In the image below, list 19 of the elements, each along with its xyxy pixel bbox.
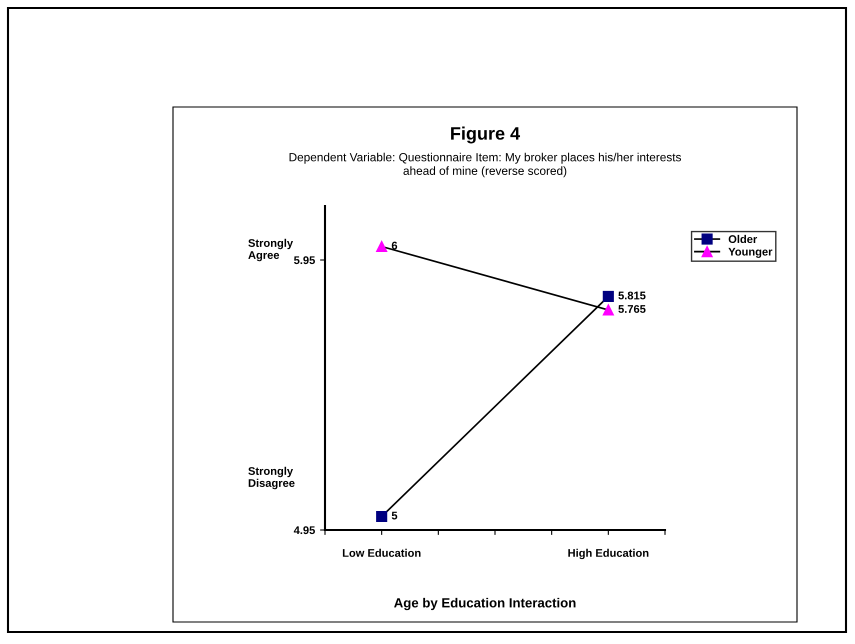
- y-tick-label: 4.95: [294, 526, 315, 534]
- point: [376, 510, 388, 522]
- point: [376, 240, 388, 252]
- data-label: 6: [392, 242, 398, 250]
- data-label: 5.765: [618, 305, 646, 313]
- legend-label: Older: [728, 234, 758, 244]
- data-label: 5: [392, 512, 398, 520]
- point: [602, 290, 614, 302]
- x-tick-label: High Education: [568, 548, 648, 560]
- x-axis-title: Age by Education Interaction: [394, 598, 576, 610]
- text: Strongly Agree: [248, 238, 294, 262]
- data-label: 5.815: [618, 292, 646, 300]
- y-tick-label: 5.95: [294, 256, 315, 264]
- point: [602, 304, 614, 316]
- chart-title: Figure 4: [451, 126, 520, 144]
- legend-label: Younger: [728, 248, 772, 258]
- x-tick-label: Low Education: [342, 548, 420, 557]
- text: Strongly Disagree: [248, 466, 295, 490]
- chart-subtitle: Dependent Variable: Questionnaire Item: My broker places his/her interests ahead of mine (reverse scored): [290, 152, 682, 178]
